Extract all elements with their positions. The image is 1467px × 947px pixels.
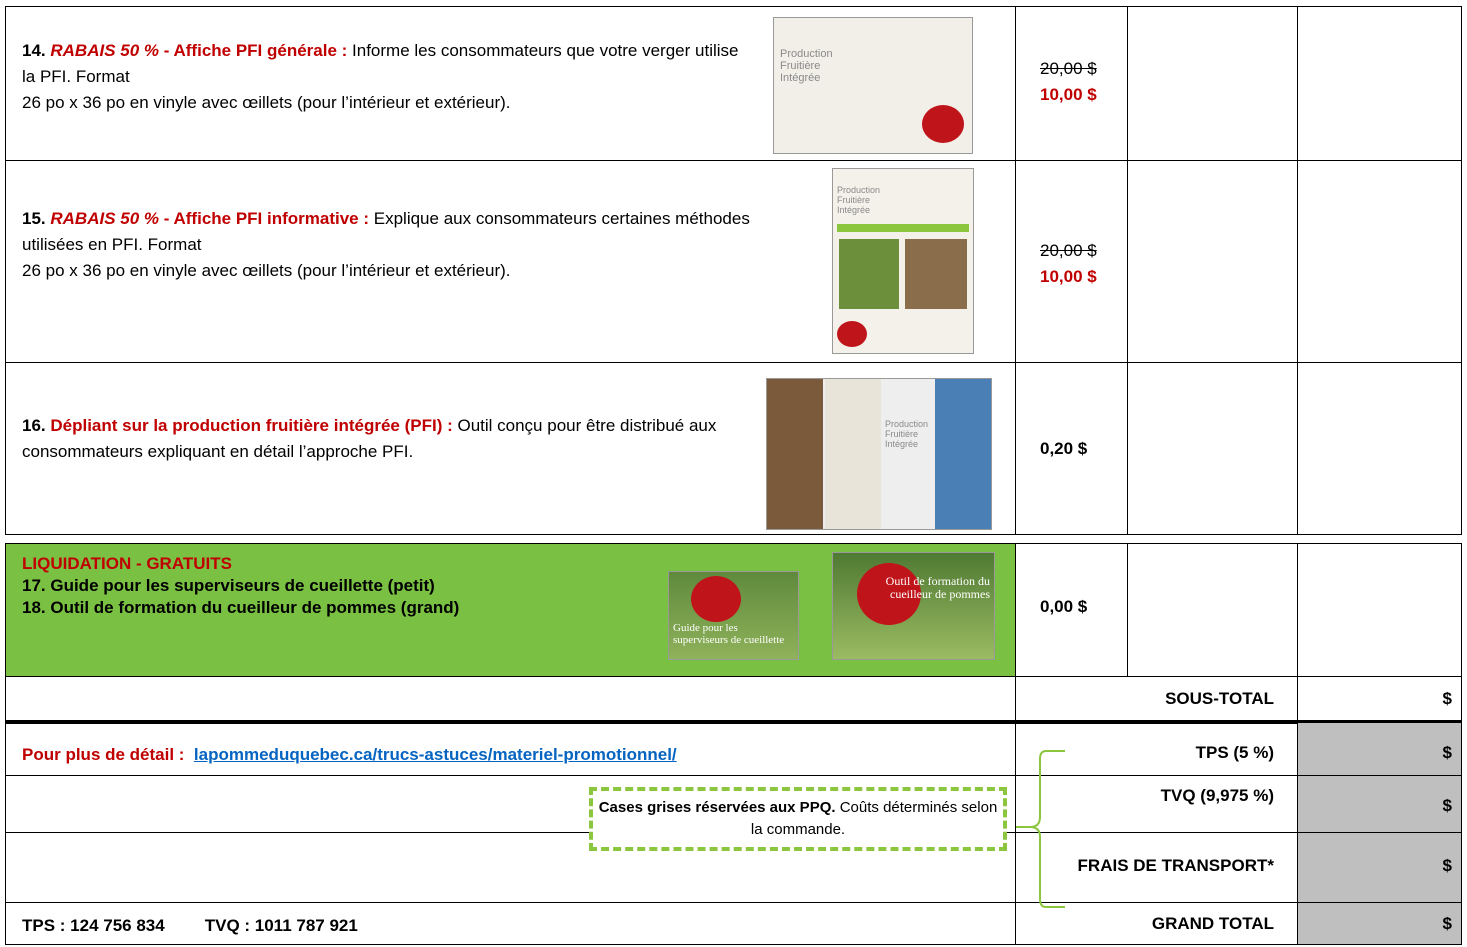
item-text: 16. Dépliant sur la production fruitière… bbox=[22, 413, 742, 465]
image-label: Production Fruitière Intégrée bbox=[837, 185, 881, 215]
image-label: Production Fruitière Intégrée bbox=[780, 48, 833, 84]
band bbox=[837, 224, 969, 232]
photo bbox=[839, 239, 899, 309]
total-label: TVQ (9,975 %) bbox=[1160, 786, 1274, 805]
clearance-line: 17. Guide pour les superviseurs de cueil… bbox=[22, 576, 435, 595]
image-label: Production Fruitière Intégrée bbox=[885, 419, 929, 449]
item-format: 26 po x 36 po en vinyle avec œillets (po… bbox=[22, 261, 511, 280]
item-number: 15. bbox=[22, 209, 46, 228]
poster-image: Production Fruitière Intégrée bbox=[832, 168, 974, 354]
details-text: Pour plus de détail : lapommeduquebec.ca… bbox=[22, 742, 677, 768]
price: 10,00 $ bbox=[1040, 85, 1097, 104]
clearance-heading: LIQUIDATION - GRATUITS bbox=[22, 554, 232, 573]
item-title: - Affiche PFI générale : bbox=[159, 41, 348, 60]
item-description: Explique aux consommateurs certaines mét… bbox=[22, 209, 750, 254]
total-cell bbox=[1297, 362, 1462, 535]
note-text: Coûts déterminés selon la commande. bbox=[750, 799, 998, 838]
old-price: 20,00 $ bbox=[1040, 59, 1097, 78]
price: 0,00 $ bbox=[1040, 597, 1088, 616]
brace-path bbox=[1016, 750, 1065, 908]
clearance-text: LIQUIDATION - GRATUITS 17. Guide pour les… bbox=[22, 553, 459, 619]
qty-cell bbox=[1127, 362, 1298, 535]
apple bbox=[837, 321, 867, 347]
total-value: $ bbox=[1442, 914, 1452, 933]
qty-cell bbox=[1127, 160, 1298, 363]
total-value: $ bbox=[1442, 689, 1452, 708]
price: 0,20 $ bbox=[1040, 439, 1088, 458]
item-description: Outil conçu pour être distribué aux cons… bbox=[22, 416, 717, 461]
note-box: Cases grises réservées aux PPQ. Coûts dé… bbox=[589, 787, 1007, 851]
details-link[interactable]: lapommeduquebec.ca/trucs-astuces/materie… bbox=[193, 745, 677, 764]
value-cell bbox=[1297, 722, 1462, 776]
price-text: 20,00 $ 10,00 $ bbox=[1040, 56, 1097, 108]
apple bbox=[691, 576, 741, 622]
item-number: 16. bbox=[22, 416, 46, 435]
tvq-number: TVQ : 1011 787 921 bbox=[204, 916, 358, 935]
total-label: SOUS-TOTAL bbox=[1165, 689, 1274, 708]
poster-image: Production Fruitière Intégrée bbox=[773, 17, 973, 154]
apple bbox=[922, 105, 964, 143]
item-number: 14. bbox=[22, 41, 46, 60]
item-text: 14. RABAIS 50 % - Affiche PFI générale :… bbox=[22, 38, 752, 116]
value-cell bbox=[1297, 902, 1462, 945]
note-bold: Cases grises réservées aux PPQ. bbox=[598, 799, 836, 816]
total-value: $ bbox=[1442, 856, 1452, 875]
details-label: Pour plus de détail : bbox=[22, 745, 185, 764]
guide-image: Guide pour les superviseurs de cueillett… bbox=[668, 571, 799, 660]
clearance-line: 18. Outil de formation du cueilleur de p… bbox=[22, 598, 460, 617]
apple bbox=[857, 563, 921, 625]
image-title: Guide pour les superviseurs de cueillett… bbox=[673, 622, 785, 646]
total-value: $ bbox=[1442, 796, 1452, 815]
total-cell bbox=[1297, 6, 1462, 161]
footer-text: TPS : 124 756 834 TVQ : 1011 787 921 bbox=[22, 913, 358, 939]
item-tag: RABAIS 50 % bbox=[50, 209, 160, 228]
total-label: TPS (5 %) bbox=[1195, 743, 1274, 762]
total-label: FRAIS DE TRANSPORT* bbox=[1077, 856, 1274, 875]
qty-cell bbox=[1127, 543, 1298, 677]
brace bbox=[1016, 750, 1065, 908]
total-label: GRAND TOTAL bbox=[1151, 914, 1274, 933]
guide-image: Outil de formation du cueilleur de pomme… bbox=[832, 552, 995, 660]
photo bbox=[905, 239, 967, 309]
item-format: 26 po x 36 po en vinyle avec œillets (po… bbox=[22, 93, 511, 112]
total-value: $ bbox=[1442, 743, 1452, 762]
photo bbox=[767, 379, 823, 529]
photo bbox=[935, 379, 991, 529]
image-title: Outil de formation du cueilleur de pomme… bbox=[885, 574, 990, 601]
old-price: 20,00 $ bbox=[1040, 241, 1097, 260]
panel bbox=[825, 379, 881, 529]
item-title: Dépliant sur la production fruitière int… bbox=[45, 416, 453, 435]
item-tag: RABAIS 50 % bbox=[50, 41, 160, 60]
tps-number: TPS : 124 756 834 bbox=[22, 916, 165, 935]
empty-cell bbox=[5, 676, 1016, 723]
item-description: Informe les consommateurs que votre verg… bbox=[22, 41, 739, 86]
qty-cell bbox=[1127, 6, 1298, 161]
item-title: - Affiche PFI informative : bbox=[159, 209, 370, 228]
price: 10,00 $ bbox=[1040, 267, 1097, 286]
total-cell bbox=[1297, 160, 1462, 363]
total-cell bbox=[1297, 543, 1462, 677]
price-text: 20,00 $ 10,00 $ bbox=[1040, 238, 1097, 290]
item-text: 15. RABAIS 50 % - Affiche PFI informativ… bbox=[22, 206, 762, 284]
brochure-image: Production Fruitière Intégrée bbox=[766, 378, 992, 530]
